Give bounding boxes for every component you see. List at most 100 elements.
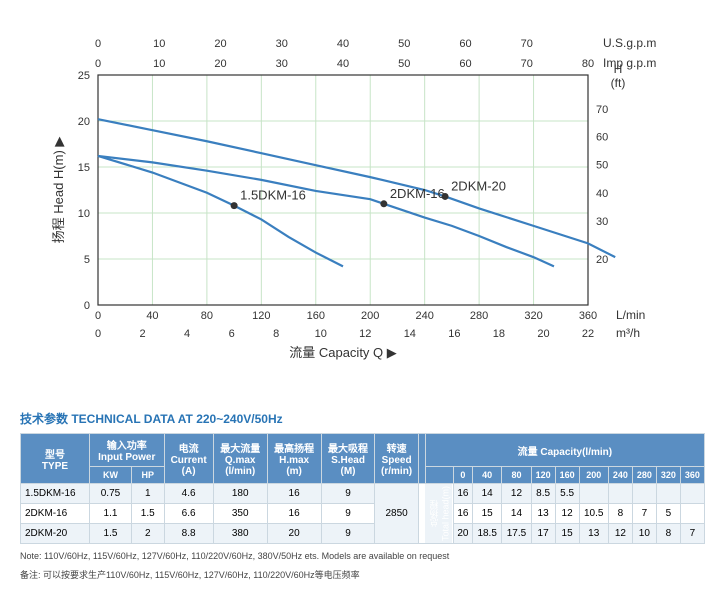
svg-text:200: 200 (361, 310, 379, 322)
svg-text:14: 14 (403, 328, 415, 340)
cell-head (608, 484, 632, 504)
cap-col: 200 (579, 467, 608, 484)
cap-col: 360 (680, 467, 704, 484)
cap-col: 0 (453, 467, 472, 484)
cell-head: 17.5 (502, 524, 531, 544)
cell-head: 18.5 (473, 524, 502, 544)
svg-text:50: 50 (398, 58, 410, 70)
cell-head (579, 484, 608, 504)
svg-text:70: 70 (520, 58, 532, 70)
svg-text:50: 50 (596, 160, 608, 172)
chart-svg: 04080120160200240280320360L/min024681012… (43, 20, 683, 380)
svg-text:60: 60 (596, 132, 608, 144)
cell-head: 13 (579, 524, 608, 544)
svg-text:120: 120 (252, 310, 270, 322)
cell-head (680, 504, 704, 524)
svg-text:0: 0 (94, 310, 100, 322)
cell-head (656, 484, 680, 504)
cap-col: 280 (632, 467, 656, 484)
cell-type: 2DKM-16 (21, 504, 90, 524)
svg-text:L/min: L/min (616, 308, 645, 322)
cap-col: 40 (473, 467, 502, 484)
svg-text:扬程 Head H(m) ▶: 扬程 Head H(m) ▶ (51, 137, 66, 244)
svg-text:20: 20 (214, 38, 226, 50)
svg-text:18: 18 (492, 328, 504, 340)
cap-col: 120 (531, 467, 555, 484)
svg-text:50: 50 (398, 38, 410, 50)
svg-text:5: 5 (83, 254, 89, 266)
cell-head: 8 (608, 504, 632, 524)
svg-text:360: 360 (578, 310, 596, 322)
cell-head: 16 (453, 484, 472, 504)
svg-text:流量 Capacity Q ▶: 流量 Capacity Q ▶ (289, 345, 397, 360)
svg-text:30: 30 (596, 216, 608, 228)
cell-head: 10.5 (579, 504, 608, 524)
svg-text:15: 15 (77, 162, 89, 174)
svg-text:16: 16 (448, 328, 460, 340)
tech-data-table: 型号TYPE输入功率Input Power电流Current(A)最大流量Q.m… (20, 433, 705, 544)
svg-text:70: 70 (596, 104, 608, 116)
svg-text:20: 20 (214, 58, 226, 70)
cell-head: 13 (531, 504, 555, 524)
col-speed: 转速Speed(r/min) (375, 434, 418, 484)
svg-text:22: 22 (581, 328, 593, 340)
cell-head: 5 (656, 504, 680, 524)
svg-text:40: 40 (336, 38, 348, 50)
col-shead: 最大吸程S.Head(M) (321, 434, 375, 484)
col-type: 型号TYPE (21, 434, 90, 484)
svg-text:80: 80 (200, 310, 212, 322)
svg-text:60: 60 (459, 38, 471, 50)
svg-text:0: 0 (94, 328, 100, 340)
svg-text:70: 70 (520, 38, 532, 50)
svg-text:10: 10 (153, 38, 165, 50)
svg-text:80: 80 (581, 58, 593, 70)
svg-text:20: 20 (537, 328, 549, 340)
cell-speed: 2850 (375, 484, 418, 544)
svg-text:Imp g.p.m: Imp g.p.m (603, 56, 656, 70)
col-capacity: 流量 Capacity(l/min) (425, 434, 704, 467)
svg-text:12: 12 (359, 328, 371, 340)
note-line-2: 备注: 可以按要求生产110V/60Hz, 115V/60Hz, 127V/60… (20, 569, 705, 582)
cell-type: 1.5DKM-16 (21, 484, 90, 504)
svg-text:20: 20 (77, 116, 89, 128)
col-qmax: 最大流量Q.max(l/min) (213, 434, 267, 484)
cap-col: 240 (608, 467, 632, 484)
pump-curve-chart: 04080120160200240280320360L/min024681012… (43, 20, 683, 380)
svg-text:0: 0 (94, 58, 100, 70)
svg-text:240: 240 (415, 310, 433, 322)
svg-text:0: 0 (83, 300, 89, 312)
cell-type: 2DKM-20 (21, 524, 90, 544)
svg-text:1.5DKM-16: 1.5DKM-16 (240, 188, 306, 203)
svg-text:8: 8 (273, 328, 279, 340)
svg-text:25: 25 (77, 70, 89, 82)
tech-data-title: 技术参数 TECHNICAL DATA AT 220~240V/50Hz (20, 410, 705, 427)
cap-col: 80 (502, 467, 531, 484)
cell-head: 12 (502, 484, 531, 504)
cell-head: 8.5 (531, 484, 555, 504)
col-current: 电流Current(A) (164, 434, 213, 484)
cell-head: 16 (453, 504, 472, 524)
cell-head: 12 (608, 524, 632, 544)
cell-head: 12 (555, 504, 579, 524)
svg-text:320: 320 (524, 310, 542, 322)
svg-text:H: H (613, 62, 622, 76)
svg-text:40: 40 (146, 310, 158, 322)
svg-text:40: 40 (336, 58, 348, 70)
svg-text:6: 6 (228, 328, 234, 340)
svg-text:30: 30 (275, 58, 287, 70)
svg-text:60: 60 (459, 58, 471, 70)
cell-head: 8 (656, 524, 680, 544)
cell-head: 7 (680, 524, 704, 544)
svg-text:2DKM-16: 2DKM-16 (389, 186, 444, 201)
svg-text:160: 160 (306, 310, 324, 322)
cell-head: 15 (555, 524, 579, 544)
cell-head (632, 484, 656, 504)
svg-text:20: 20 (596, 254, 608, 266)
note-line-1: Note: 110V/60Hz, 115V/60Hz, 127V/60Hz, 1… (20, 550, 705, 563)
cell-head: 10 (632, 524, 656, 544)
cell-head: 14 (502, 504, 531, 524)
svg-text:10: 10 (314, 328, 326, 340)
svg-text:(ft): (ft) (610, 76, 625, 90)
cell-head: 7 (632, 504, 656, 524)
svg-text:4: 4 (184, 328, 190, 340)
